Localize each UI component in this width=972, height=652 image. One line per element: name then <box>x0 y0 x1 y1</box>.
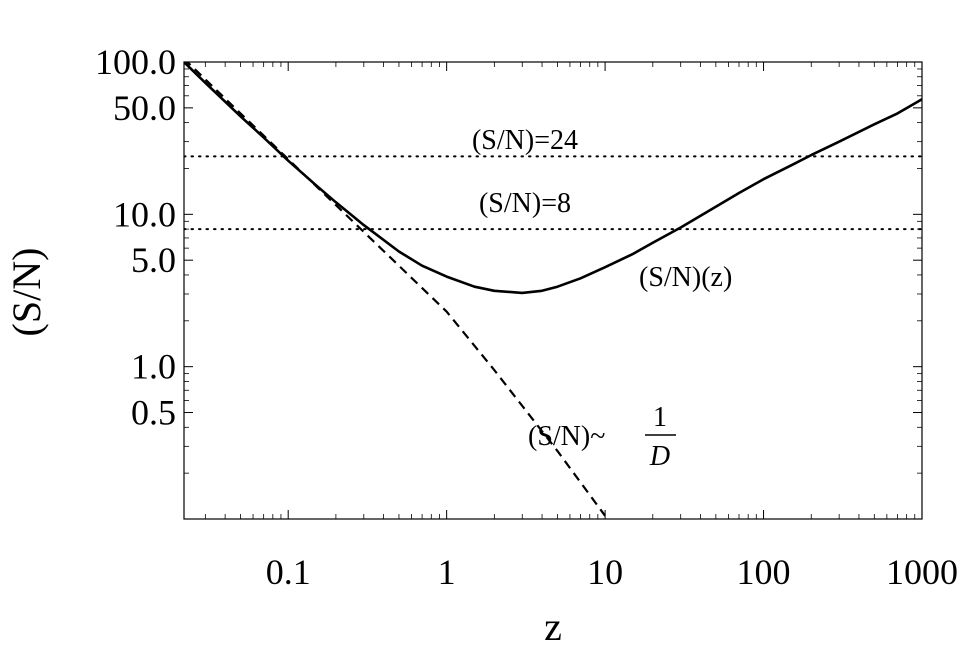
ticks <box>184 61 923 519</box>
y-tick-label: 0.5 <box>131 393 176 433</box>
annotation-sn-inverse-d: (S/N)~ 1 D <box>528 402 676 472</box>
annotation-sn-inverse-d-prefix: (S/N)~ <box>528 421 605 452</box>
tick-labels: 0.1 1 10 100 1000 100.0 50.0 10.0 5.0 1.0 0.5 <box>95 42 958 592</box>
y-tick-label: 10.0 <box>113 194 176 234</box>
x-tick-label: 0.1 <box>266 552 311 592</box>
x-tick-label: 10 <box>587 552 623 592</box>
annotation-snz: (S/N)(z) <box>639 262 732 293</box>
x-tick-label: 100 <box>737 552 791 592</box>
reference-lines <box>184 155 922 231</box>
plot-frame <box>183 61 923 520</box>
y-tick-label: 50.0 <box>113 88 176 128</box>
x-tick-label: 1 <box>438 552 456 592</box>
y-tick-label: 100.0 <box>95 42 176 82</box>
annotation-sn8: (S/N)=8 <box>479 188 571 219</box>
series-lines <box>184 62 922 517</box>
series-line-solid <box>184 62 922 295</box>
x-tick-label: 1000 <box>886 552 958 592</box>
annotation-sn24: (S/N)=24 <box>472 125 578 156</box>
annotation-sn-inverse-d-denominator: D <box>649 441 670 472</box>
y-axis-title: (S/N) <box>4 248 49 337</box>
y-tick-label: 1.0 <box>131 347 176 387</box>
x-axis-title: z <box>544 604 562 649</box>
annotation-sn-inverse-d-numerator: 1 <box>653 402 667 433</box>
y-tick-label: 5.0 <box>131 240 176 280</box>
